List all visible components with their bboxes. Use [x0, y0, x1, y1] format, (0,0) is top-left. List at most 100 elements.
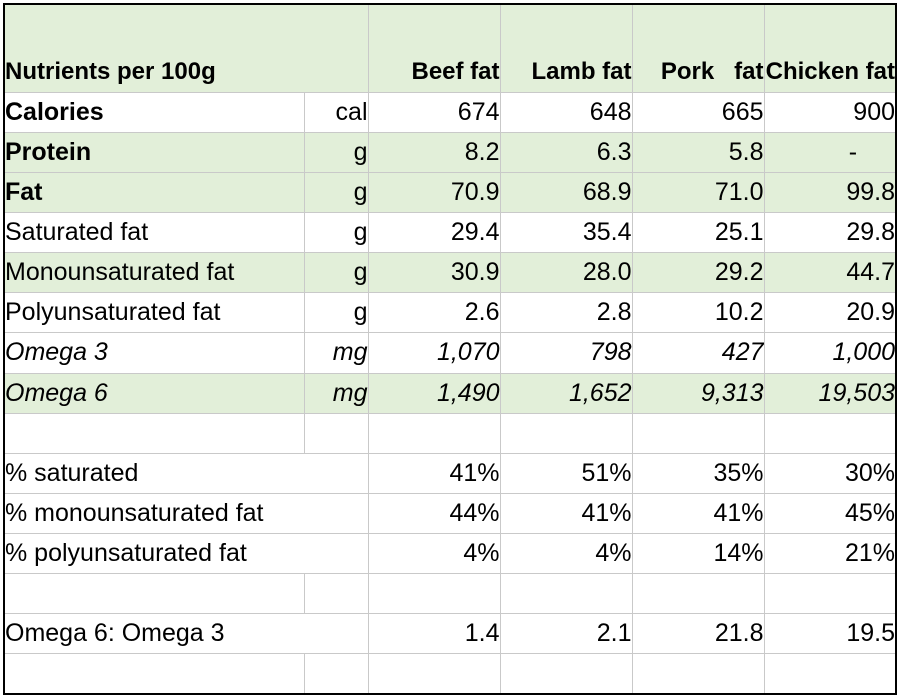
cell-value: 68.9 — [499, 171, 633, 214]
blank-cell — [303, 653, 369, 695]
cell-value: - — [763, 131, 897, 173]
cell-value: 30.9 — [367, 252, 501, 294]
cell-value: 70.9 — [367, 171, 501, 214]
cell-value: 71.0 — [631, 171, 765, 214]
cell-value: 2.8 — [499, 292, 633, 334]
cell-value: 1.4 — [367, 613, 501, 655]
row-unit: g — [303, 292, 369, 334]
cell-value: 29.8 — [763, 212, 897, 254]
cell-value: 674 — [367, 91, 501, 133]
table-row: Protein g 8.2 6.3 5.8 - — [3, 131, 897, 173]
table-row: Calories cal 674 648 665 900 — [3, 91, 897, 133]
cell-value: 25.1 — [631, 212, 765, 254]
blank-cell — [3, 653, 305, 695]
cell-value: 99.8 — [763, 171, 897, 214]
blank-cell — [631, 573, 765, 615]
row-label: Saturated fat — [3, 212, 305, 254]
table-row: Omega 6: Omega 3 1.4 2.1 21.8 19.5 — [3, 613, 897, 655]
blank-cell — [763, 653, 897, 695]
cell-value: 4% — [367, 532, 501, 575]
blank-cell — [631, 653, 765, 695]
row-label: % polyunsaturated fat — [3, 532, 369, 575]
cell-value: 6.3 — [499, 131, 633, 173]
row-label: Calories — [3, 91, 305, 133]
cell-value: 1,000 — [763, 332, 897, 374]
table-row: Fat g 70.9 68.9 71.0 99.8 — [3, 171, 897, 214]
row-unit: g — [303, 252, 369, 294]
cell-value: 45% — [763, 492, 897, 534]
cell-value: 2.1 — [499, 613, 633, 655]
blank-cell — [3, 573, 305, 615]
table-row: Polyunsaturated fat g 2.6 2.8 10.2 20.9 — [3, 292, 897, 334]
col-header-chicken: Chicken fat — [763, 3, 897, 93]
blank-cell — [367, 573, 501, 615]
blank-row — [3, 653, 897, 695]
table-row: % saturated 41% 51% 35% 30% — [3, 452, 897, 494]
cell-value: 1,070 — [367, 332, 501, 374]
row-label: Fat — [3, 171, 305, 214]
blank-row — [3, 412, 897, 454]
cell-value: 9,313 — [631, 372, 765, 414]
blank-cell — [367, 653, 501, 695]
blank-cell — [763, 412, 897, 454]
blank-cell — [499, 573, 633, 615]
table-row: % polyunsaturated fat 4% 4% 14% 21% — [3, 532, 897, 575]
cell-value: 41% — [631, 492, 765, 534]
row-label: Omega 6: Omega 3 — [3, 613, 369, 655]
cell-value: 665 — [631, 91, 765, 133]
cell-value: 21% — [763, 532, 897, 575]
blank-cell — [763, 573, 897, 615]
cell-value: 29.2 — [631, 252, 765, 294]
table-row: Saturated fat g 29.4 35.4 25.1 29.8 — [3, 212, 897, 254]
blank-cell — [499, 653, 633, 695]
cell-value: 35.4 — [499, 212, 633, 254]
cell-value: 30% — [763, 452, 897, 494]
row-unit: mg — [303, 332, 369, 374]
cell-value: 900 — [763, 91, 897, 133]
cell-value: 798 — [499, 332, 633, 374]
blank-cell — [367, 412, 501, 454]
cell-value: 51% — [499, 452, 633, 494]
header-label: Nutrients per 100g — [3, 3, 369, 93]
table-row: Monounsaturated fat g 30.9 28.0 29.2 44.… — [3, 252, 897, 294]
col-header-pork: Pork fat — [631, 3, 765, 93]
row-unit: cal — [303, 91, 369, 133]
cell-value: 28.0 — [499, 252, 633, 294]
table-row: Omega 6 mg 1,490 1,652 9,313 19,503 — [3, 372, 897, 414]
row-unit: g — [303, 131, 369, 173]
cell-value: 41% — [367, 452, 501, 494]
row-label: Omega 6 — [3, 372, 305, 414]
row-label: % monounsaturated fat — [3, 492, 369, 534]
cell-value: 14% — [631, 532, 765, 575]
cell-value: 427 — [631, 332, 765, 374]
cell-value: 1,652 — [499, 372, 633, 414]
row-label: Omega 3 — [3, 332, 305, 374]
blank-cell — [631, 412, 765, 454]
nutrient-table: Nutrients per 100g Beef fat Lamb fat Por… — [3, 3, 898, 695]
cell-value: 2.6 — [367, 292, 501, 334]
row-unit: g — [303, 171, 369, 214]
cell-value: 21.8 — [631, 613, 765, 655]
blank-cell — [303, 412, 369, 454]
table-row: Omega 3 mg 1,070 798 427 1,000 — [3, 332, 897, 374]
cell-value: 1,490 — [367, 372, 501, 414]
row-unit: g — [303, 212, 369, 254]
cell-value: 4% — [499, 532, 633, 575]
cell-value: 648 — [499, 91, 633, 133]
row-label: Polyunsaturated fat — [3, 292, 305, 334]
cell-value: 29.4 — [367, 212, 501, 254]
blank-row — [3, 573, 897, 615]
blank-cell — [303, 573, 369, 615]
blank-cell — [499, 412, 633, 454]
header-row: Nutrients per 100g Beef fat Lamb fat Por… — [3, 3, 897, 93]
blank-cell — [3, 412, 305, 454]
cell-value: 35% — [631, 452, 765, 494]
row-label: % saturated — [3, 452, 369, 494]
cell-value: 19,503 — [763, 372, 897, 414]
cell-value: 44.7 — [763, 252, 897, 294]
cell-value: 8.2 — [367, 131, 501, 173]
row-label: Monounsaturated fat — [3, 252, 305, 294]
col-header-beef: Beef fat — [367, 3, 501, 93]
cell-value: 44% — [367, 492, 501, 534]
cell-value: 10.2 — [631, 292, 765, 334]
